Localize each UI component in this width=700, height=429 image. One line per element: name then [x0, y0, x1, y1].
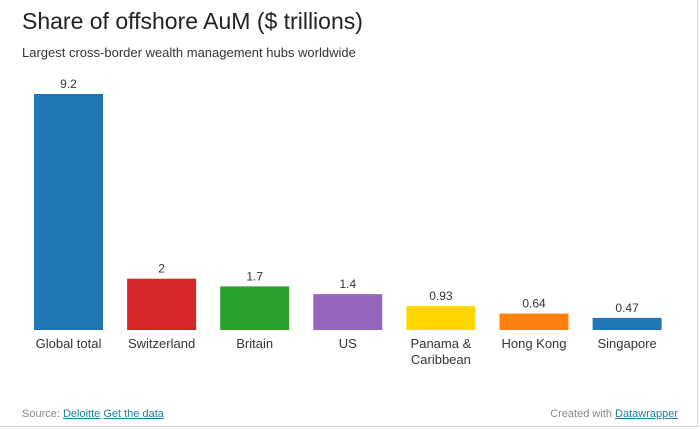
bar-switzerland [127, 278, 197, 330]
credit-prefix: Created with [550, 408, 612, 420]
bar-singapore [592, 317, 662, 330]
category-label-global-total: Global total [36, 336, 102, 351]
credit-footer: Created with Datawrapper [550, 408, 678, 420]
value-label-panama-and-caribbean: 0.93 [429, 289, 453, 303]
bar-global-total [34, 94, 103, 330]
value-label-singapore: 0.47 [615, 301, 639, 315]
source-prefix: Source: [22, 408, 60, 420]
value-label-switzerland: 2 [158, 262, 165, 276]
value-label-hong-kong: 0.64 [522, 297, 546, 311]
category-label-britain: Britain [236, 336, 273, 351]
source-link[interactable]: Deloitte [62, 408, 101, 420]
category-label-panama-and-caribbean-line-1: Panama & [411, 336, 472, 351]
bar-hong-kong [499, 313, 569, 330]
category-label-us: US [339, 336, 357, 351]
bar-panama-and-caribbean [406, 306, 476, 330]
bar-us [313, 294, 383, 330]
value-label-us: 1.4 [339, 277, 356, 291]
category-label-switzerland: Switzerland [128, 336, 195, 351]
source-footer: Source: Deloitte Get the data [22, 408, 164, 420]
bar-britain [220, 286, 290, 330]
category-label-panama-and-caribbean-line-2: Caribbean [411, 352, 471, 367]
get-data-link[interactable]: Get the data [103, 408, 164, 420]
datawrapper-link[interactable]: Datawrapper [615, 408, 678, 420]
chart-title: Share of offshore AuM ($ trillions) [22, 8, 363, 34]
value-label-britain: 1.7 [246, 269, 263, 283]
category-label-singapore: Singapore [597, 336, 656, 351]
value-label-global-total: 9.2 [60, 77, 77, 91]
category-label-hong-kong: Hong Kong [501, 336, 566, 351]
chart-subtitle: Largest cross-border wealth management h… [22, 45, 356, 60]
